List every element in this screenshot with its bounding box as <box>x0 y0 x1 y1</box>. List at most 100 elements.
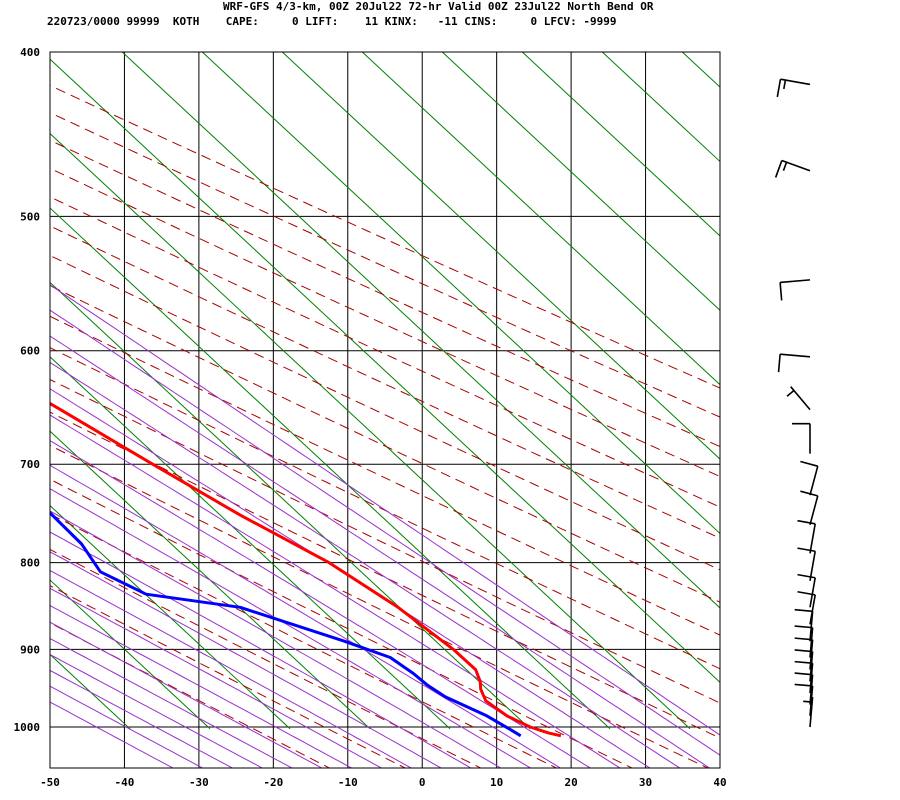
wind-barb-feather <box>777 354 781 373</box>
x-tick-label: 30 <box>639 776 652 789</box>
x-tick-label: -10 <box>338 776 358 789</box>
diagonal-line <box>281 52 720 460</box>
wind-barb-feather <box>794 625 813 629</box>
plot-border <box>49 51 721 769</box>
wind-barb-staff <box>809 611 814 642</box>
diagonal-line <box>810 22 900 729</box>
dry-adiabat <box>50 112 720 418</box>
moist-adiabat <box>50 653 264 768</box>
moist-adiabat <box>50 510 502 768</box>
wind-barb-staff <box>809 523 816 554</box>
wind-barb-feather <box>794 608 813 613</box>
wind-barb-feather <box>774 160 783 178</box>
diagonal-line <box>601 52 720 163</box>
x-tick-label: 0 <box>419 776 426 789</box>
wind-barb-feather <box>786 389 795 397</box>
dry-adiabat <box>50 139 720 448</box>
wind-barb-feather <box>782 161 788 171</box>
moist-adiabat <box>50 637 294 768</box>
x-tick-label: 40 <box>713 776 726 789</box>
diagonal-line <box>50 207 611 730</box>
dry-adiabat <box>50 225 720 539</box>
moist-adiabat <box>50 388 651 768</box>
chart-title: WRF-GFS 4/3-km, 00Z 20Jul22 72-hr Valid … <box>223 0 654 13</box>
diagonal-line <box>730 22 900 729</box>
moist-adiabat <box>50 488 532 768</box>
wind-barb-feather <box>803 700 813 703</box>
dry-adiabat <box>50 315 720 636</box>
dry-adiabat <box>50 444 709 768</box>
y-tick-label: 500 <box>20 210 40 223</box>
wind-barb-staff <box>809 495 819 526</box>
diagonal-line <box>50 58 720 683</box>
wind-barb-staff <box>809 551 816 581</box>
wind-barb-feather <box>797 590 816 596</box>
y-tick-label: 1000 <box>14 721 41 734</box>
diagonal-line <box>441 52 720 311</box>
dewpoint-line <box>50 510 522 738</box>
dry-adiabat <box>50 585 407 768</box>
wind-barb-staff <box>809 577 816 608</box>
dry-adiabat <box>50 196 720 508</box>
dry-adiabat <box>50 254 720 571</box>
profile-lines <box>50 401 562 738</box>
y-tick-label: 600 <box>20 345 40 358</box>
wind-barb-staff <box>809 663 814 694</box>
moist-adiabat <box>50 604 353 768</box>
wind-barb-feather <box>794 649 813 653</box>
diagonal-line <box>521 52 720 237</box>
wind-barb-staff <box>809 685 814 716</box>
y-tick-label: 800 <box>20 557 40 570</box>
moist-adiabat <box>50 335 711 768</box>
wind-barb-feather <box>794 660 813 664</box>
moist-adiabat <box>50 669 234 768</box>
x-tick-label: -20 <box>263 776 283 789</box>
moist-adiabat <box>50 621 323 768</box>
diagonal-line <box>121 52 720 609</box>
x-tick-label: -50 <box>40 776 60 789</box>
x-tick-label: 20 <box>564 776 577 789</box>
diagonal-line <box>50 430 371 730</box>
wind-barb-feather <box>797 573 816 579</box>
wind-barb-feather <box>797 547 816 553</box>
moist-adiabat <box>50 361 681 768</box>
wind-barb-feather <box>800 490 818 497</box>
wind-barb-feather <box>794 683 813 687</box>
wind-barb-feather <box>794 672 813 676</box>
moist-adiabat <box>50 309 720 756</box>
moist-adiabat <box>50 284 720 736</box>
diagonal-line <box>50 132 691 730</box>
sounding-indices-line: 220723/0000 99999 KOTH CAPE: 0 LIFT: 11 … <box>47 15 617 28</box>
wind-barb-feather <box>783 79 787 90</box>
diagonal-line <box>201 52 720 535</box>
dry-adiabat <box>50 167 720 478</box>
diagonal-line <box>681 52 720 88</box>
diagonal-line <box>890 22 900 729</box>
wind-barb-staff <box>809 651 814 682</box>
diagonal-line <box>50 579 211 730</box>
diagonal-line <box>50 504 291 730</box>
dry-adiabat <box>50 478 634 768</box>
diagonal-line <box>50 356 451 730</box>
dry-adiabat <box>50 548 482 768</box>
moist-adiabat <box>50 569 413 768</box>
x-tick-label: -40 <box>115 776 135 789</box>
wind-barb-staff <box>809 594 816 625</box>
y-tick-label: 700 <box>20 458 40 471</box>
dry-adiabat <box>50 378 720 704</box>
wind-barb-feather <box>800 460 818 467</box>
background-lines <box>50 22 900 768</box>
wind-barb-staff <box>780 279 811 284</box>
wind-barb-staff <box>809 639 814 670</box>
wind-barb-staff <box>809 674 814 705</box>
dry-adiabat <box>50 84 720 389</box>
axis-ticks: -50 -40 -30 -20 -10 0 10 20 30 40 400 500 600 700 800 9… <box>14 46 727 789</box>
dry-adiabat <box>50 285 720 603</box>
moist-adiabat <box>50 587 383 768</box>
temperature-line <box>50 401 562 738</box>
diagonal-line <box>50 728 51 729</box>
dry-adiabat <box>50 411 720 739</box>
wind-barb-feather <box>776 79 782 98</box>
moist-adiabat <box>50 531 472 768</box>
diagonal-line <box>361 52 720 386</box>
